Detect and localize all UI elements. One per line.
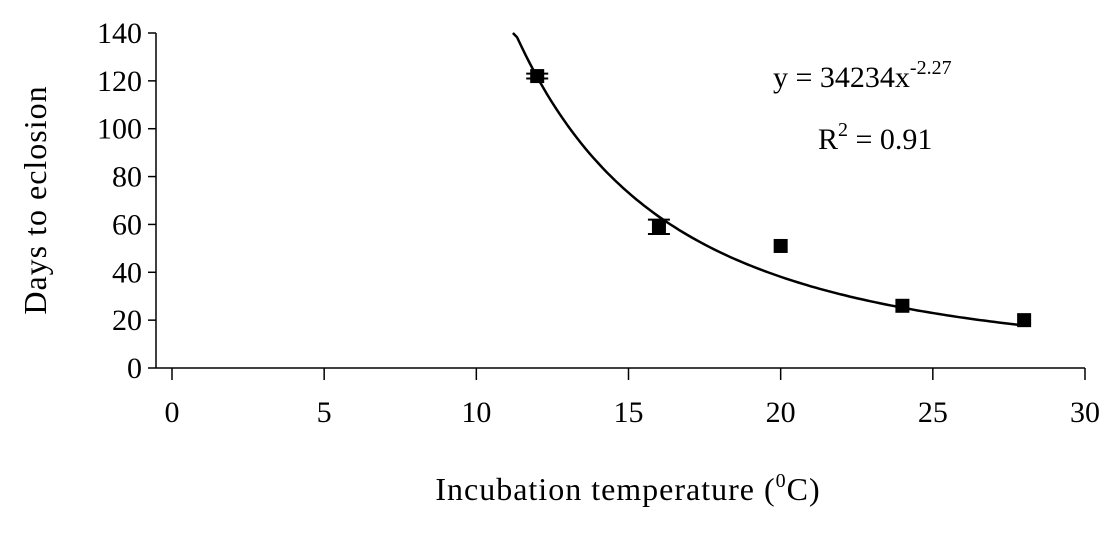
x-tick-label: 15 [614, 396, 644, 429]
data-point [530, 69, 545, 84]
y-tick-label: 140 [97, 17, 142, 50]
x-axis-title: Incubation temperature (0C) [435, 470, 820, 507]
data-point [895, 298, 910, 313]
trendline [512, 32, 1025, 327]
x-axis-title-main: Incubation temperature ( [435, 471, 775, 507]
x-tick-label: 0 [165, 396, 180, 429]
x-tick-label: 20 [766, 396, 796, 429]
x-axis-title-tail: C) [787, 471, 821, 507]
r-squared-main: R [818, 123, 838, 156]
y-tick-label: 0 [127, 352, 142, 385]
x-axis-title-sup: 0 [776, 470, 787, 492]
y-tick-label: 80 [112, 161, 142, 194]
data-point [651, 219, 666, 234]
y-tick-label: 100 [97, 113, 142, 146]
x-tick-label: 30 [1070, 396, 1100, 429]
r-squared-exponent: 2 [838, 119, 848, 141]
r-squared-label: R2 = 0.91 [818, 119, 932, 156]
y-tick-label: 40 [112, 256, 142, 289]
data-point [1017, 313, 1032, 328]
r-squared-value: = 0.91 [848, 123, 932, 156]
data-point [773, 238, 788, 253]
equation-label: y = 34234x-2.27 [773, 57, 952, 94]
trendline-group [512, 32, 1025, 327]
equation-main: y = 34234x [773, 61, 910, 94]
data-points [526, 69, 1032, 328]
x-tick-label: 25 [918, 396, 948, 429]
y-axis-title: Days to eclosion [17, 85, 53, 314]
x-tick-label: 10 [461, 396, 491, 429]
y-tick-label: 120 [97, 65, 142, 98]
y-tick-label: 20 [112, 304, 142, 337]
equation-exponent: -2.27 [910, 57, 952, 79]
x-tick-label: 5 [317, 396, 332, 429]
y-tick-label: 60 [112, 208, 142, 241]
axes: 0 20 40 60 80 100 120 140 0 5 10 15 20 25 30 [97, 17, 1100, 429]
